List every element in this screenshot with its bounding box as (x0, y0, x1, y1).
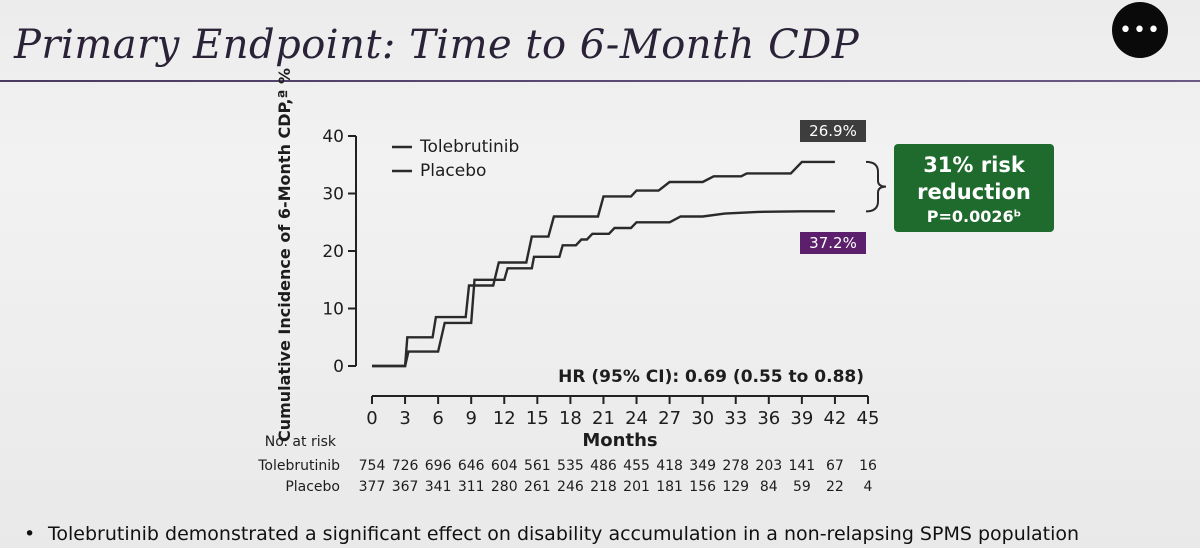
x-tick-label: 45 (857, 408, 880, 429)
at-risk-value: 218 (590, 479, 617, 495)
at-risk-value: 4 (864, 479, 873, 495)
bullet-point: • Tolebrutinib demonstrated a significant… (24, 523, 1079, 545)
y-tick-label: 30 (322, 185, 344, 205)
x-tick-label: 42 (823, 408, 846, 429)
x-tick-label: 9 (465, 408, 476, 429)
at-risk-value: 16 (859, 458, 877, 474)
risk-reduction-callout (894, 144, 1054, 232)
x-tick-label: 36 (757, 408, 780, 429)
x-tick-label: 30 (691, 408, 714, 429)
at-risk-value: 203 (755, 458, 782, 474)
at-risk-value: 311 (458, 479, 485, 495)
bullet-text: Tolebrutinib demonstrated a significant … (48, 523, 1080, 545)
at-risk-value: 22 (826, 479, 844, 495)
at-risk-value: 141 (788, 458, 815, 474)
at-risk-value: 181 (656, 479, 683, 495)
at-risk-value: 561 (524, 458, 551, 474)
at-risk-row-label: Tolebrutinib (257, 458, 340, 474)
at-risk-value: 754 (359, 458, 386, 474)
y-axis-label: Cumulative Incidence of 6-Month CDP,ª % (275, 68, 294, 442)
at-risk-value: 59 (793, 479, 811, 495)
slide-title: Primary Endpoint: Time to 6-Month CDP (14, 22, 860, 68)
legend-label: Placebo (420, 161, 486, 181)
at-risk-value: 84 (760, 479, 778, 495)
at-risk-value: 726 (392, 458, 419, 474)
x-tick-label: 39 (790, 408, 813, 429)
final-value-badge-lower: 37.2% (809, 234, 857, 252)
at-risk-value: 455 (623, 458, 650, 474)
final-value-badge-upper: 26.9% (809, 122, 857, 140)
at-risk-value: 67 (826, 458, 844, 474)
at-risk-value: 367 (392, 479, 419, 495)
y-tick-label: 10 (322, 300, 344, 320)
final-value-badge-lower-box (800, 232, 866, 254)
at-risk-header: No. at risk (265, 434, 337, 450)
at-risk-value: 278 (722, 458, 749, 474)
at-risk-value: 696 (425, 458, 452, 474)
x-tick-label: 0 (366, 408, 377, 429)
at-risk-value: 341 (425, 479, 452, 495)
callout-line-1: 31% risk (923, 153, 1026, 177)
at-risk-value: 646 (458, 458, 485, 474)
x-axis-label: Months (582, 430, 657, 451)
y-tick-label: 0 (333, 357, 344, 377)
bullet-dot-icon: • (24, 523, 36, 545)
at-risk-row-label: Placebo (285, 479, 340, 495)
legend-label: Tolebrutinib (419, 137, 519, 157)
x-tick-label: 33 (724, 408, 747, 429)
at-risk-value: 604 (491, 458, 518, 474)
x-tick-label: 18 (559, 408, 582, 429)
series-line-tolebrutinib (372, 210, 835, 368)
callout-pvalue: P=0.0026ᵇ (927, 207, 1022, 226)
at-risk-value: 129 (722, 479, 749, 495)
at-risk-value: 418 (656, 458, 683, 474)
series-line-placebo (372, 160, 835, 368)
at-risk-value: 535 (557, 458, 584, 474)
x-tick-label: 24 (625, 408, 648, 429)
x-tick-label: 3 (399, 408, 410, 429)
final-value-badge-upper-box (800, 120, 866, 142)
x-tick-label: 6 (432, 408, 443, 429)
callout-line-2: reduction (917, 180, 1031, 204)
x-tick-label: 15 (526, 408, 549, 429)
at-risk-value: 349 (689, 458, 716, 474)
at-risk-value: 377 (359, 479, 386, 495)
x-tick-label: 21 (592, 408, 615, 429)
title-divider (0, 80, 1200, 82)
at-risk-value: 156 (689, 479, 716, 495)
ellipsis-icon[interactable]: ••• (1112, 2, 1168, 58)
at-risk-value: 246 (557, 479, 584, 495)
x-tick-label: 12 (493, 408, 516, 429)
hazard-ratio-text: HR (95% CI): 0.69 (0.55 to 0.88) (558, 367, 864, 387)
at-risk-value: 280 (491, 479, 518, 495)
brace-icon (865, 160, 887, 213)
at-risk-value: 201 (623, 479, 650, 495)
y-tick-label: 40 (322, 127, 344, 147)
x-tick-label: 27 (658, 408, 681, 429)
at-risk-value: 261 (524, 479, 551, 495)
y-tick-label: 20 (322, 242, 344, 262)
at-risk-value: 486 (590, 458, 617, 474)
